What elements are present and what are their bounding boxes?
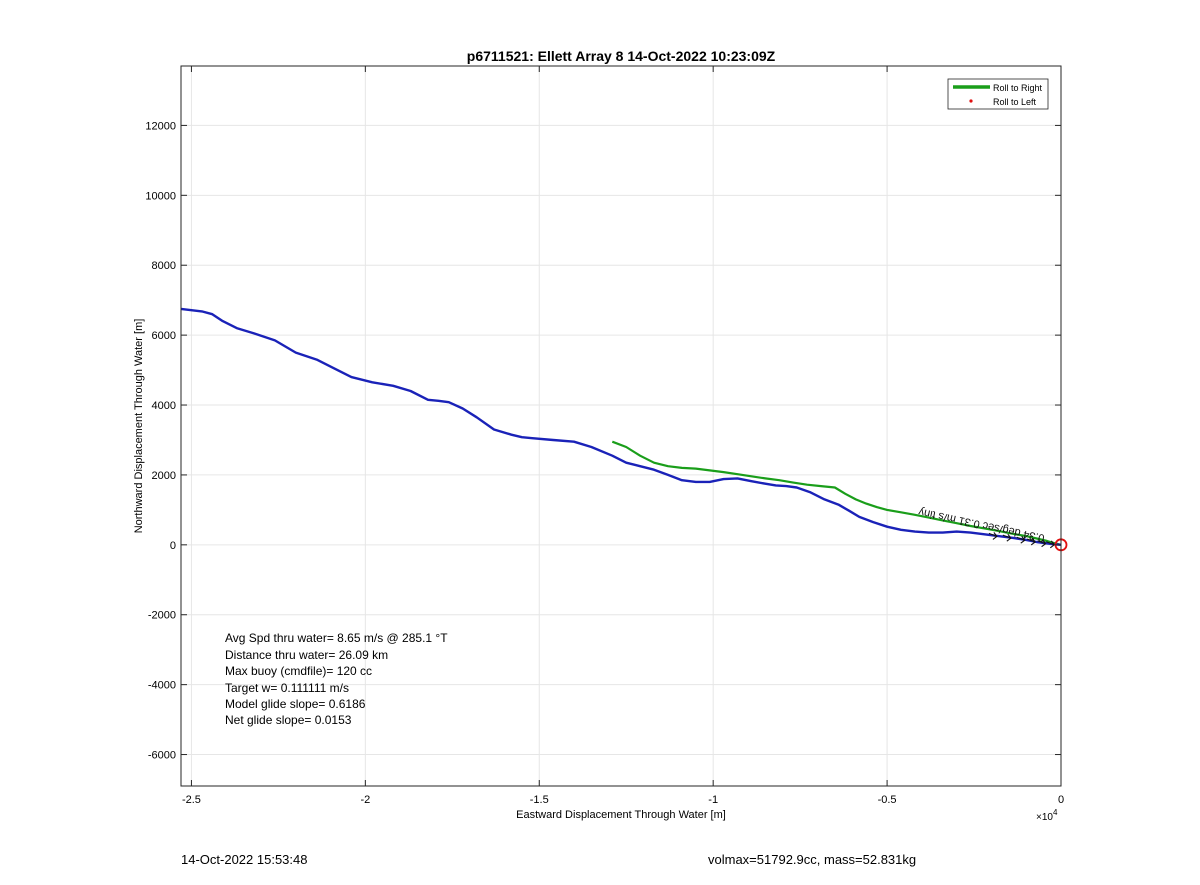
x-axis-exponent-power: 4	[1053, 808, 1058, 817]
current-arrow	[1016, 535, 1026, 544]
x-tick-label: -0.5	[878, 794, 897, 806]
legend-label-roll-right: Roll to Right	[993, 83, 1043, 93]
current-arrow	[1046, 540, 1056, 549]
plot-axes-box	[180, 65, 1062, 787]
x-tick-label: -2.5	[182, 794, 201, 806]
current-arrow	[988, 532, 998, 540]
legend-label-roll-left: Roll to Left	[993, 97, 1037, 107]
chart-title: p6711521: Ellett Array 8 14-Oct-2022 10:…	[467, 48, 776, 64]
y-tick-label: 8000	[152, 260, 176, 272]
x-tick-label: -1.5	[530, 794, 549, 806]
current-arrow	[1026, 537, 1036, 546]
trajectory-line	[180, 307, 1062, 546]
y-tick-label: 6000	[152, 330, 176, 342]
current-arrow	[1002, 533, 1012, 542]
axis-ticks: -2.5 -2 -1.5 -1 -0.5 0 -6000 -4000 -2000 0 2000 400…	[145, 66, 1064, 806]
x-tick-label: 0	[1058, 794, 1064, 806]
current-arrow	[1037, 539, 1047, 548]
stat-max-buoy: Max buoy (cmdfile)= 120 cc	[225, 664, 372, 678]
x-tick-label: -1	[708, 794, 718, 806]
y-tick-label: 12000	[145, 120, 176, 132]
stat-target-w: Target w= 0.111111 m/s	[225, 681, 349, 695]
legend-swatch-roll-left	[969, 99, 973, 103]
stats-block: Avg Spd thru water= 8.65 m/s @ 285.1 °T …	[225, 631, 448, 727]
legend-box	[947, 78, 1049, 110]
stat-model-glide-slope: Model glide slope= 0.6186	[225, 697, 366, 711]
stat-net-glide-slope: Net glide slope= 0.0153	[225, 713, 352, 727]
y-tick-label: 4000	[152, 400, 176, 412]
y-axis-label: Northward Displacement Through Water [m]	[133, 319, 145, 534]
plot-area-background	[181, 66, 1061, 786]
y-tick-label: 10000	[145, 190, 176, 202]
y-tick-label: -4000	[148, 680, 176, 692]
y-tick-label: -2000	[148, 610, 176, 622]
footer-timestamp: 14-Oct-2022 15:53:48	[181, 852, 308, 867]
y-tick-label: -6000	[148, 750, 176, 762]
x-axis-exponent: ×104	[1036, 808, 1058, 823]
stat-avg-speed: Avg Spd thru water= 8.65 m/s @ 285.1 °T	[225, 631, 448, 645]
roll-right-line	[611, 440, 1062, 546]
legend: Roll to Right Roll to Left	[947, 78, 1049, 110]
y-tick-label: 0	[170, 540, 176, 552]
y-tick-label: 2000	[152, 470, 176, 482]
x-axis-label: Eastward Displacement Through Water [m]	[516, 809, 726, 821]
footer-mass-info: volmax=51792.9cc, mass=52.831kg	[708, 852, 917, 867]
stat-distance: Distance thru water= 26.09 km	[225, 648, 388, 662]
x-tick-label: -2	[360, 794, 370, 806]
